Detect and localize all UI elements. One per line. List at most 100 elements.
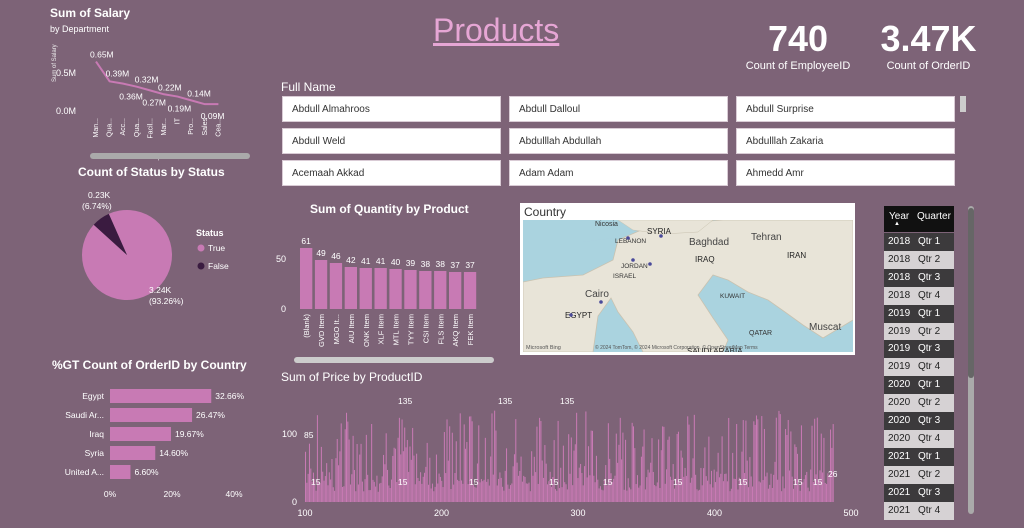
status-pie-chart[interactable]: 0.23K(6.74%) 3.24K(93.26%) Status True False [50, 177, 270, 312]
country-category-label: Egypt [82, 391, 104, 401]
price-bar [308, 443, 310, 502]
price-bar [745, 420, 747, 502]
price-bar [691, 477, 693, 502]
price-bar [377, 491, 379, 502]
year-quarter-row[interactable]: 2019 Qtr 2 [884, 322, 954, 341]
price-bar [670, 476, 672, 502]
year-quarter-row[interactable]: 2018 Qtr 4 [884, 286, 954, 305]
year-quarter-scrollbar-thumb[interactable] [968, 208, 974, 378]
price-bar [789, 470, 791, 502]
price-peak-label: 26 [828, 469, 838, 479]
salary-line-chart[interactable]: 0.5M 0.0M Sum of Salary 0.65M 0.39M 0.36M 0.32… [50, 22, 270, 162]
country-pct-panel: %GT Count of OrderID by Country Egypt 32.… [50, 356, 270, 506]
price-bar [322, 471, 324, 502]
year-quarter-row[interactable]: 2021 Qtr 2 [884, 465, 954, 484]
price-bar [595, 455, 597, 502]
quantity-x-tick: TYY Item [406, 314, 415, 345]
full-name-item[interactable]: Abdull Dalloul [509, 96, 728, 122]
price-bar [750, 476, 752, 502]
country-map-panel[interactable]: Country Nicosia SYRIA LEBANON JORDAN ISRAEL B… [520, 203, 855, 355]
quarter-column-header[interactable]: Quarter [917, 211, 951, 222]
year-quarter-scrollbar-track[interactable] [968, 206, 974, 514]
price-bar [685, 475, 687, 502]
price-bar [687, 416, 689, 502]
price-bar [420, 472, 422, 502]
quantity-scrollbar[interactable] [294, 357, 494, 363]
year-quarter-row[interactable]: 2020 Qtr 4 [884, 429, 954, 448]
price-bar [732, 452, 734, 502]
year-quarter-row[interactable]: 2020 Qtr 2 [884, 394, 954, 413]
year-column-header[interactable]: Year [889, 211, 910, 222]
full-name-item[interactable]: Abdull Surprise [736, 96, 955, 122]
price-bar [729, 491, 731, 502]
year-cell: 2019 [888, 325, 911, 337]
year-cell: 2020 [888, 432, 911, 444]
price-bar [392, 455, 394, 502]
year-quarter-row[interactable]: 2019 Qtr 3 [884, 340, 954, 359]
full-name-item[interactable]: Ahmedd Amr [736, 160, 955, 186]
price-bar [394, 448, 396, 502]
price-bar [512, 466, 514, 502]
kpi-order-count: 3.47K Count of OrderID [866, 18, 991, 72]
price-x-tick: 500 [843, 508, 858, 518]
country-x-tick: 40% [225, 489, 242, 499]
price-bar [697, 490, 699, 502]
full-name-scrollbar[interactable] [960, 96, 966, 112]
price-bar [580, 463, 582, 502]
price-bar [447, 460, 449, 502]
year-quarter-row[interactable]: 2018 Qtr 2 [884, 250, 954, 269]
year-quarter-row[interactable]: 2019 Qtr 4 [884, 358, 954, 377]
price-bar [516, 462, 518, 502]
price-bar [615, 433, 617, 502]
year-quarter-row[interactable]: 2018 Qtr 1 [884, 233, 954, 251]
price-bar [599, 486, 601, 502]
price-bar [397, 437, 399, 502]
price-bar [451, 432, 453, 502]
year-quarter-row[interactable]: 2021 Qtr 3 [884, 483, 954, 502]
kpi-employee-label: Count of EmployeeID [745, 60, 851, 72]
price-low-label: 15 [603, 477, 613, 487]
price-bar [601, 489, 603, 502]
price-bar [712, 487, 714, 502]
price-bar [584, 466, 586, 502]
price-bar [803, 479, 805, 502]
full-name-item[interactable]: Abdulllah Abdullah [509, 128, 728, 154]
price-bar [736, 424, 738, 502]
price-bar [755, 415, 757, 502]
year-cell: 2021 [888, 504, 911, 516]
year-quarter-row[interactable]: 2018 Qtr 3 [884, 268, 954, 287]
quantity-bar-chart[interactable]: 50 0 61 (Blank) 49 GVD Item 46 MGO It... 42 AIU I… [272, 216, 502, 366]
year-quarter-row[interactable]: 2021 Qtr 4 [884, 501, 954, 520]
price-bar [457, 479, 459, 502]
kpi-order-label: Count of OrderID [886, 60, 971, 72]
full-name-item[interactable]: Abdulllah Zakaria [736, 128, 955, 154]
full-name-item[interactable]: Acemaah Akkad [282, 160, 501, 186]
salary-chart-subtitle: by Department [50, 24, 110, 34]
full-name-item[interactable]: Abdull Almahroos [282, 96, 501, 122]
price-bar [574, 444, 576, 502]
full-name-item[interactable]: Adam Adam [509, 160, 728, 186]
country-bar-chart[interactable]: Egypt 32.66% Saudi Ar... 26.47% Iraq 19.67% Sy… [50, 376, 270, 506]
status-legend-item: False [208, 261, 229, 271]
salary-data-label: 0.32M [135, 75, 159, 85]
price-bar [680, 450, 682, 502]
price-bar [536, 426, 538, 502]
year-quarter-row[interactable]: 2021 Qtr 1 [884, 447, 954, 466]
price-bar [576, 412, 578, 502]
price-bar [677, 431, 679, 502]
price-bar [509, 485, 512, 502]
price-bar [703, 468, 705, 502]
year-quarter-row[interactable]: 2019 Qtr 1 [884, 304, 954, 323]
salary-scrollbar[interactable] [90, 153, 250, 159]
status-slice-label: 0.23K [88, 190, 111, 200]
map-place-label: Muscat [809, 322, 841, 333]
price-peak-label: 85 [304, 430, 314, 440]
year-quarter-row[interactable]: 2020 Qtr 1 [884, 376, 954, 395]
full-name-item[interactable]: Abdull Weld [282, 128, 501, 154]
year-quarter-row[interactable]: 2020 Qtr 3 [884, 412, 954, 430]
status-legend-dot [197, 262, 205, 270]
map-land [523, 220, 853, 352]
price-bar [416, 453, 418, 502]
